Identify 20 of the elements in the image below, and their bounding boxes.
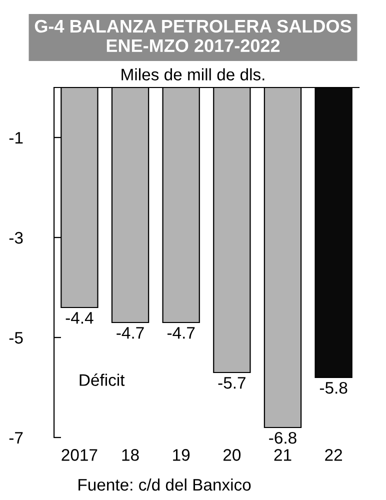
- data-label: -4.7: [116, 327, 144, 339]
- x-tick-label: 2017: [62, 449, 98, 461]
- source-note: Fuente: c/d del Banxico: [78, 478, 251, 491]
- y-tick-label: -1: [9, 132, 23, 144]
- chart-title: G-4 BALANZA PETROLERA SALDOS ENE-MZO 2017-2022: [34, 20, 352, 52]
- x-tick-label: 20: [223, 449, 241, 461]
- x-tick-label: 22: [325, 449, 342, 461]
- x-tick-label: 21: [274, 449, 292, 461]
- data-label: -5.7: [218, 377, 246, 389]
- x-tick-label: 19: [173, 449, 190, 461]
- data-label: -5.8: [320, 382, 348, 394]
- data-label: -4.4: [66, 312, 94, 324]
- annotation: Déficit: [80, 374, 125, 386]
- x-tick-label: 18: [122, 449, 139, 461]
- y-tick-label: -5: [9, 332, 23, 344]
- data-label: -6.8: [269, 432, 296, 444]
- chart-subtitle: Miles de mill de dls.: [122, 68, 264, 80]
- y-tick-label: -7: [9, 432, 23, 444]
- y-tick-label: -3: [9, 232, 23, 244]
- data-label: -4.7: [167, 327, 195, 339]
